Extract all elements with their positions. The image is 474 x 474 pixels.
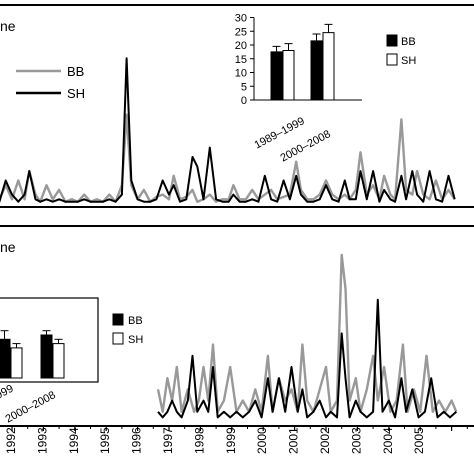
bottom-series-sh-line [157,298,457,419]
bottom-x-tick-label: 2004 [381,427,395,454]
top-inset-bars [270,23,335,101]
bottom-panel-frame [0,225,474,427]
top-series-sh-line [0,57,456,203]
top-inset-y-tick-label: 10 [235,68,247,80]
top-inset-y-tick-label: 20 [235,40,247,52]
bottom-inset-legend-bb-label: BB [128,315,143,327]
top-plot-area [0,57,456,203]
bottom-x-tick-label: 1994 [67,427,81,454]
top-panel-label: ne [0,18,16,34]
bottom-x-tick-label: 1997 [161,427,175,454]
bottom-x-tick-label: 2003 [349,427,363,454]
top-inset-legend-sh-swatch [386,53,398,66]
bottom-x-tick-label: 1998 [192,427,206,454]
bottom-x-tick-label: 2001 [287,427,301,454]
top-inset-bar-bb [310,40,323,101]
top-inset-y-tick-label: 5 [241,81,247,93]
bottom-inset-category-1: 999 [0,383,16,402]
top-panel-frame [0,4,474,208]
top-inset-y-tick-label: 0 [241,95,247,107]
top-legend-bb-label: BB [67,64,84,79]
top-inset-bar-sh [322,32,335,101]
top-inset-bar-bb [270,51,283,101]
top-inset-y-tick-label: 15 [235,54,247,66]
bottom-panel-label: ne [0,239,16,255]
bottom-inset-legend-bb-swatch [112,313,124,326]
bottom-series-bb-line [156,253,458,413]
top-inset-y-tick-label: 25 [235,26,247,38]
bottom-plot-area [156,253,458,419]
bottom-x-tick-label: 1992 [4,427,18,454]
bottom-x-tick-label: 2005 [412,427,426,454]
bottom-inset-bar-sh [10,347,23,379]
bottom-panel: ne 999 2000–2008 BB SH 1992 1993 1994 1995 1… [0,225,474,454]
bottom-x-tick-label: 2002 [318,427,332,454]
bottom-x-tick-label: 1995 [98,427,112,454]
bottom-inset-bars [0,330,65,379]
bottom-inset-legend-sh-swatch [112,332,124,345]
bottom-x-tick-label: 1999 [224,427,238,454]
top-inset-legend-bb-swatch [386,34,398,47]
bottom-inset-bar-bb [0,338,11,379]
top-series-bb-line [0,113,456,203]
bottom-inset-legend-sh-label: SH [128,334,143,346]
bottom-inset-bar-bb [40,334,53,379]
top-legend-sh-label: SH [67,86,85,101]
bottom-x-axis: 1992 1993 1994 1995 1996 1997 1998 1999 2000 2001… [4,426,468,454]
bottom-x-tick-label: 1993 [35,427,49,454]
bottom-x-tick-label: 2000 [255,427,269,454]
bottom-inset-bar-sh [52,343,65,379]
top-inset-bar-sh [282,50,295,101]
top-inset-legend-bb-label: BB [401,36,416,48]
bottom-x-tick-label: 1996 [130,427,144,454]
top-inset-y-tick-label: 30 [235,13,247,25]
top-inset-legend-sh-label: SH [401,55,416,67]
